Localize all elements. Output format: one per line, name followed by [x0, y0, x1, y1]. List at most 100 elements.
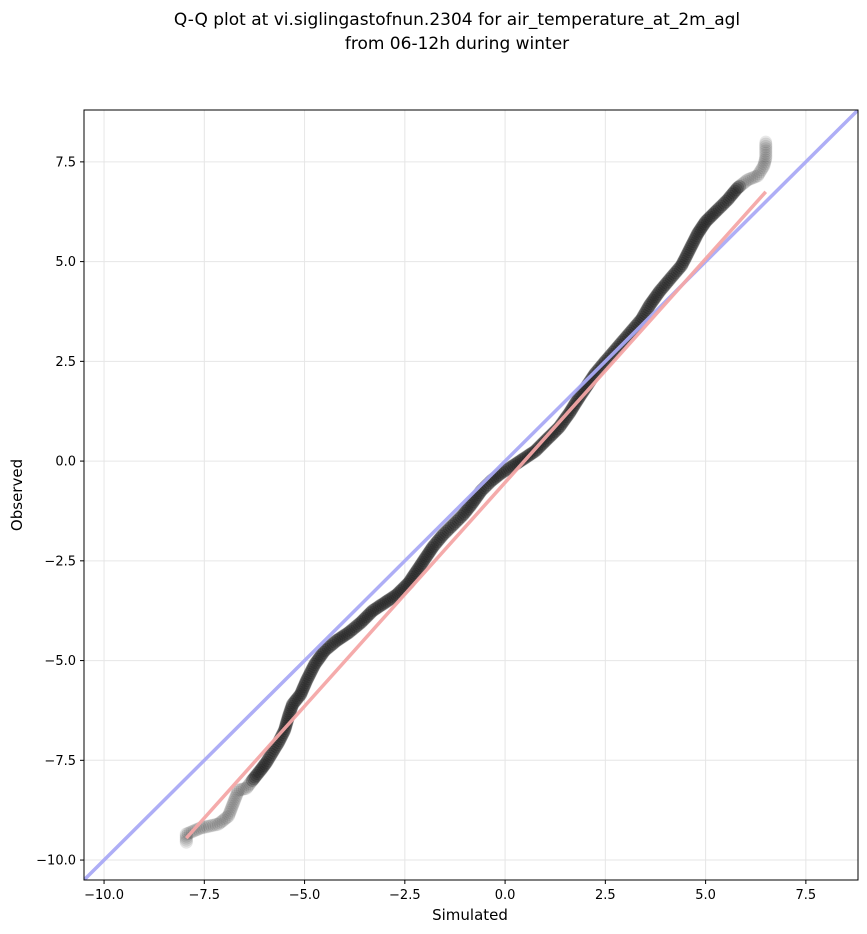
data-point — [688, 230, 703, 245]
data-point — [697, 216, 712, 231]
data-point — [689, 228, 704, 243]
data-point — [621, 328, 635, 342]
data-point — [209, 817, 223, 832]
data-point — [573, 388, 588, 403]
y-tick-label: 7.5 — [55, 155, 76, 170]
data-point — [312, 650, 327, 665]
data-point — [291, 691, 305, 705]
data-point — [646, 293, 660, 308]
data-point — [671, 262, 686, 276]
y-tick-label: 2.5 — [55, 355, 76, 370]
data-point — [726, 186, 741, 200]
data-point — [659, 276, 674, 290]
data-point — [296, 681, 310, 696]
data-point — [665, 269, 680, 283]
data-point — [347, 621, 361, 636]
data-point — [292, 689, 306, 703]
data-point — [558, 411, 573, 426]
data-point — [372, 599, 387, 613]
data-point — [459, 504, 473, 519]
data-point — [311, 652, 326, 667]
data-point — [685, 236, 700, 251]
data-point — [678, 250, 693, 265]
data-point — [714, 199, 728, 214]
data-point — [263, 749, 277, 764]
data-point — [213, 816, 227, 830]
y-tick-label: −10.0 — [36, 854, 76, 869]
data-point — [410, 564, 424, 578]
data-point — [729, 182, 744, 197]
data-point — [616, 333, 631, 348]
data-point — [683, 240, 698, 255]
data-point — [650, 288, 664, 302]
data-point — [225, 799, 239, 813]
data-point — [681, 244, 696, 259]
data-point — [537, 435, 551, 449]
data-point — [452, 511, 467, 526]
data-point — [719, 194, 733, 209]
data-point — [498, 464, 512, 478]
data-point — [674, 258, 689, 273]
data-point — [502, 461, 516, 476]
data-point — [331, 632, 346, 647]
data-point — [369, 601, 383, 616]
data-point — [417, 553, 431, 568]
data-point — [357, 613, 371, 627]
data-point — [557, 413, 571, 427]
data-point — [647, 291, 662, 306]
data-point — [444, 519, 459, 534]
data-point — [759, 148, 773, 163]
data-point — [338, 628, 352, 642]
data-point — [668, 265, 683, 280]
data-point — [704, 208, 719, 223]
data-point — [262, 751, 276, 766]
data-point — [736, 177, 750, 191]
data-point — [693, 223, 707, 238]
data-point — [303, 665, 318, 680]
y-tick-label: −7.5 — [44, 754, 76, 769]
data-point — [295, 683, 310, 698]
x-tick-label: 7.5 — [796, 888, 817, 903]
data-point — [385, 591, 399, 605]
y-tick-label: −5.0 — [44, 654, 76, 669]
data-point — [230, 785, 245, 799]
data-point — [293, 687, 308, 702]
data-point — [297, 679, 311, 694]
data-point — [449, 514, 464, 529]
x-tick-label: 5.0 — [695, 888, 716, 903]
data-point — [275, 727, 290, 742]
data-point — [364, 605, 378, 619]
data-point — [383, 592, 397, 607]
data-point — [412, 560, 426, 575]
data-point — [749, 169, 763, 184]
data-point — [350, 618, 365, 633]
data-point — [379, 594, 394, 609]
data-point — [451, 513, 465, 527]
data-point — [287, 696, 301, 710]
data-point — [574, 387, 589, 401]
data-point — [360, 610, 374, 624]
data-point — [682, 242, 697, 257]
data-point — [615, 335, 629, 349]
data-point — [679, 248, 694, 263]
data-point — [248, 770, 262, 784]
data-point — [694, 221, 708, 236]
data-point — [757, 157, 772, 171]
data-point — [267, 743, 281, 758]
data-point — [460, 503, 474, 517]
data-point — [759, 135, 773, 149]
data-point — [310, 654, 324, 668]
data-point — [294, 685, 309, 700]
data-point — [696, 218, 711, 232]
data-point — [261, 753, 275, 768]
data-point — [204, 818, 219, 833]
data-point — [219, 810, 234, 825]
data-point — [427, 538, 442, 552]
data-point — [710, 202, 725, 217]
data-point — [737, 175, 752, 190]
data-point — [644, 297, 658, 311]
data-point — [314, 649, 328, 663]
y-axis: −10.0 −7.5 −5.0 −2.5 0.0 2.5 5.0 7.5 — [36, 155, 84, 869]
data-point — [355, 614, 369, 628]
data-point — [437, 526, 452, 540]
